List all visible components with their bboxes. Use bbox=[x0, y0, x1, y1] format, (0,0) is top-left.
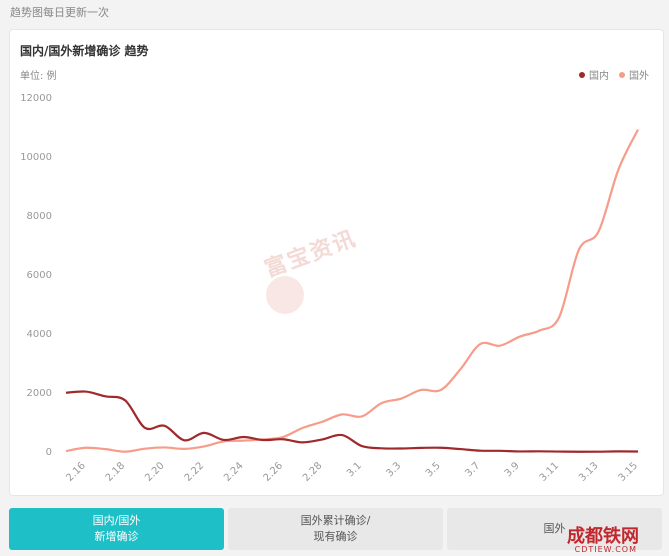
x-tick-label: 3.11 bbox=[538, 460, 562, 484]
x-tick-label: 2.16 bbox=[64, 460, 88, 484]
update-note: 趋势图每日更新一次 bbox=[10, 6, 109, 19]
x-tick-label: 3.1 bbox=[345, 460, 364, 479]
x-tick-label: 3.9 bbox=[503, 460, 522, 479]
x-tick-label: 3.15 bbox=[617, 460, 641, 484]
legend-item-domestic[interactable]: 国内 bbox=[579, 67, 609, 82]
x-tick-label: 3.7 bbox=[463, 460, 482, 479]
legend-label-domestic: 国内 bbox=[589, 71, 609, 82]
legend-label-foreign: 国外 bbox=[629, 71, 649, 82]
watermark-logo-icon bbox=[266, 276, 304, 314]
corner-logo: 成都铁网 bbox=[567, 526, 639, 547]
x-tick-label: 2.28 bbox=[301, 460, 325, 484]
y-tick-label: 2000 bbox=[27, 388, 52, 399]
x-tick-label: 2.22 bbox=[183, 460, 207, 484]
x-tick-label: 3.5 bbox=[424, 460, 443, 479]
tab-foreign-cumulative[interactable]: 国外累计确诊/ 现有确诊 bbox=[228, 508, 443, 550]
tab-label: 国外累计确诊/ 现有确诊 bbox=[300, 514, 371, 543]
x-tick-label: 2.26 bbox=[262, 460, 286, 484]
chart-legend: 国内 国外 bbox=[579, 67, 649, 82]
tab-bar: 国内/国外 新增确诊 国外累计确诊/ 现有确诊 国外 bbox=[9, 508, 662, 550]
x-tick-label: 2.18 bbox=[104, 460, 128, 484]
y-tick-label: 10000 bbox=[20, 152, 52, 163]
legend-swatch-foreign bbox=[619, 71, 625, 78]
x-tick-label: 2.20 bbox=[143, 460, 167, 484]
legend-item-foreign[interactable]: 国外 bbox=[619, 67, 649, 82]
chart-title: 国内/国外新增确诊 趋势 bbox=[20, 44, 149, 58]
x-tick-label: 3.13 bbox=[577, 460, 601, 484]
x-tick-label: 2.24 bbox=[222, 460, 246, 484]
chart-card: 国内/国外新增确诊 趋势 单位: 例 国内 国外 0 2000 4000 6000 80… bbox=[9, 29, 664, 496]
y-tick-label: 6000 bbox=[27, 270, 52, 281]
tab-label: 国内/国外 新增确诊 bbox=[92, 514, 141, 543]
series-line-domestic bbox=[65, 390, 639, 453]
tab-domestic-foreign-new[interactable]: 国内/国外 新增确诊 bbox=[9, 508, 224, 550]
y-tick-label: 0 bbox=[46, 447, 52, 458]
line-chart: 0 2000 4000 6000 8000 10000 12000 2.16 2.18 2.20 2… bbox=[20, 93, 641, 484]
tab-foreign[interactable]: 国外 bbox=[447, 508, 662, 550]
y-tick-label: 4000 bbox=[27, 329, 52, 340]
corner-logo-sub: CDTIEW.COM bbox=[574, 545, 637, 554]
legend-swatch-domestic bbox=[579, 71, 585, 78]
y-tick-label: 8000 bbox=[27, 211, 52, 222]
unit-label: 单位: 例 bbox=[20, 71, 57, 82]
x-tick-label: 3.3 bbox=[384, 460, 403, 479]
series-line-foreign bbox=[65, 129, 639, 453]
tab-label: 国外 bbox=[543, 522, 566, 535]
y-tick-label: 12000 bbox=[20, 93, 52, 104]
